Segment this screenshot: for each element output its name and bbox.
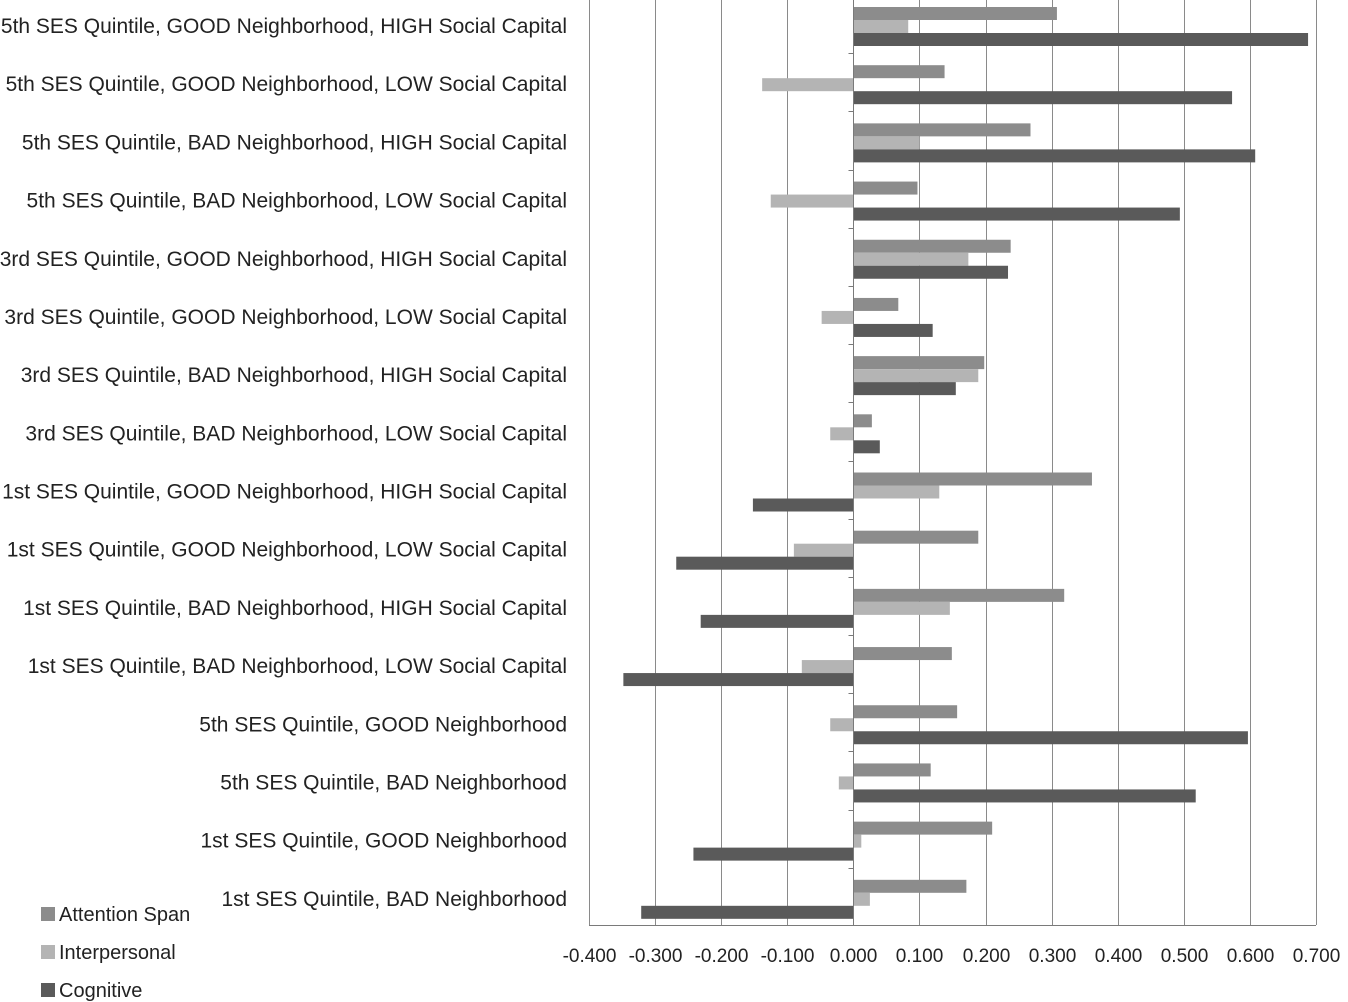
bar-attention-span [853, 472, 1092, 486]
category-label: 5th SES Quintile, GOOD Neighborhood [199, 713, 567, 736]
bar-attention-span [853, 356, 985, 370]
legend-swatch [41, 983, 55, 997]
bar-attention-span [853, 65, 945, 79]
bar-cognitive [853, 440, 880, 454]
bar-attention-span [853, 647, 952, 661]
bar-interpersonal [853, 601, 950, 615]
bar-cognitive [853, 33, 1309, 46]
bar-interpersonal [830, 427, 854, 441]
x-tick-label: 0.600 [1227, 946, 1275, 967]
x-tick-label: 0.100 [896, 946, 944, 967]
bar-cognitive [853, 91, 1233, 105]
bar-interpersonal [830, 718, 854, 732]
bar-cognitive [693, 847, 854, 861]
bar-interpersonal [793, 543, 854, 557]
bar-cognitive [853, 323, 933, 337]
category-label: 3rd SES Quintile, GOOD Neighborhood, LOW… [4, 306, 567, 329]
bar-attention-span [853, 181, 918, 195]
bar-attention-span [853, 879, 967, 893]
bar-cognitive [853, 149, 1256, 163]
bar-interpersonal [853, 834, 862, 848]
gridlines [589, 0, 1317, 925]
bar-cognitive [700, 614, 854, 628]
bar-cognitive [853, 789, 1196, 803]
bar-attention-span [853, 705, 958, 719]
bar-cognitive [853, 207, 1180, 221]
bar-cognitive [853, 265, 1009, 279]
x-tick-labels: -0.400 -0.300 -0.200 -0.100 0.000 0.100 0.200 0… [563, 946, 1341, 967]
category-label: 3rd SES Quintile, BAD Neighborhood, HIGH… [21, 364, 567, 387]
x-tick-label: 0.400 [1095, 946, 1143, 967]
bar-interpersonal [853, 252, 969, 266]
category-label: 1st SES Quintile, GOOD Neighborhood, HIG… [2, 481, 567, 504]
category-label: 5th SES Quintile, GOOD Neighborhood, LOW… [6, 73, 567, 96]
bar-interpersonal [853, 136, 920, 150]
legend-label: Attention Span [59, 904, 190, 926]
x-tick-label: 0.300 [1029, 946, 1077, 967]
legend-label: Interpersonal [59, 942, 176, 964]
bar-interpersonal [853, 369, 979, 383]
x-tick-label: -0.400 [563, 946, 617, 967]
legend: Attention Span Interpersonal Cognitive [41, 904, 190, 1002]
category-label: 3rd SES Quintile, GOOD Neighborhood, HIG… [0, 248, 567, 271]
bar-attention-span [853, 123, 1031, 137]
bars [623, 7, 1309, 919]
bar-attention-span [853, 297, 899, 311]
x-tick-label: -0.100 [761, 946, 815, 967]
bar-interpersonal [801, 660, 854, 674]
bar-cognitive [853, 731, 1248, 745]
category-label: 1st SES Quintile, GOOD Neighborhood [200, 830, 567, 853]
x-tick-label: -0.300 [629, 946, 683, 967]
bar-cognitive [752, 498, 854, 512]
category-label: 1st SES Quintile, BAD Neighborhood [221, 888, 567, 911]
bar-attention-span [853, 239, 1011, 253]
category-label: 1st SES Quintile, BAD Neighborhood, LOW … [28, 655, 567, 678]
category-labels: 5th SES Quintile, GOOD Neighborhood, HIG… [0, 15, 567, 911]
x-tick-label: 0.000 [830, 946, 878, 967]
legend-swatch [41, 907, 55, 921]
category-label: 5th SES Quintile, BAD Neighborhood, HIGH… [22, 131, 567, 154]
bar-cognitive [853, 382, 956, 396]
bar-attention-span [853, 414, 872, 428]
bar-attention-span [853, 763, 931, 777]
x-tick-label: 0.700 [1293, 946, 1341, 967]
bar-interpersonal [838, 776, 854, 790]
category-label: 5th SES Quintile, BAD Neighborhood [220, 771, 567, 794]
category-label: 5th SES Quintile, BAD Neighborhood, LOW … [27, 190, 567, 213]
category-label: 1st SES Quintile, GOOD Neighborhood, LOW… [7, 539, 567, 562]
legend-swatch [41, 945, 55, 959]
bar-attention-span [853, 530, 979, 544]
bar-cognitive [641, 905, 854, 919]
bar-attention-span [853, 588, 1065, 602]
bar-interpersonal [770, 194, 854, 208]
category-label: 1st SES Quintile, BAD Neighborhood, HIGH… [23, 597, 567, 620]
bar-interpersonal [853, 892, 870, 906]
bar-interpersonal [821, 310, 854, 324]
bar-interpersonal [853, 20, 909, 33]
category-label: 5th SES Quintile, GOOD Neighborhood, HIG… [1, 15, 567, 38]
bar-attention-span [853, 7, 1057, 20]
bar-interpersonal [762, 78, 854, 92]
bar-interpersonal [853, 485, 940, 499]
bar-cognitive [676, 556, 854, 570]
bar-cognitive [623, 673, 854, 687]
bar-attention-span [853, 821, 993, 835]
category-label: 3rd SES Quintile, BAD Neighborhood, LOW … [25, 422, 567, 445]
x-tick-label: -0.200 [695, 946, 749, 967]
x-tick-label: 0.200 [963, 946, 1011, 967]
axes [589, 0, 1316, 926]
legend-label: Cognitive [59, 980, 142, 1002]
x-tick-label: 0.500 [1161, 946, 1209, 967]
